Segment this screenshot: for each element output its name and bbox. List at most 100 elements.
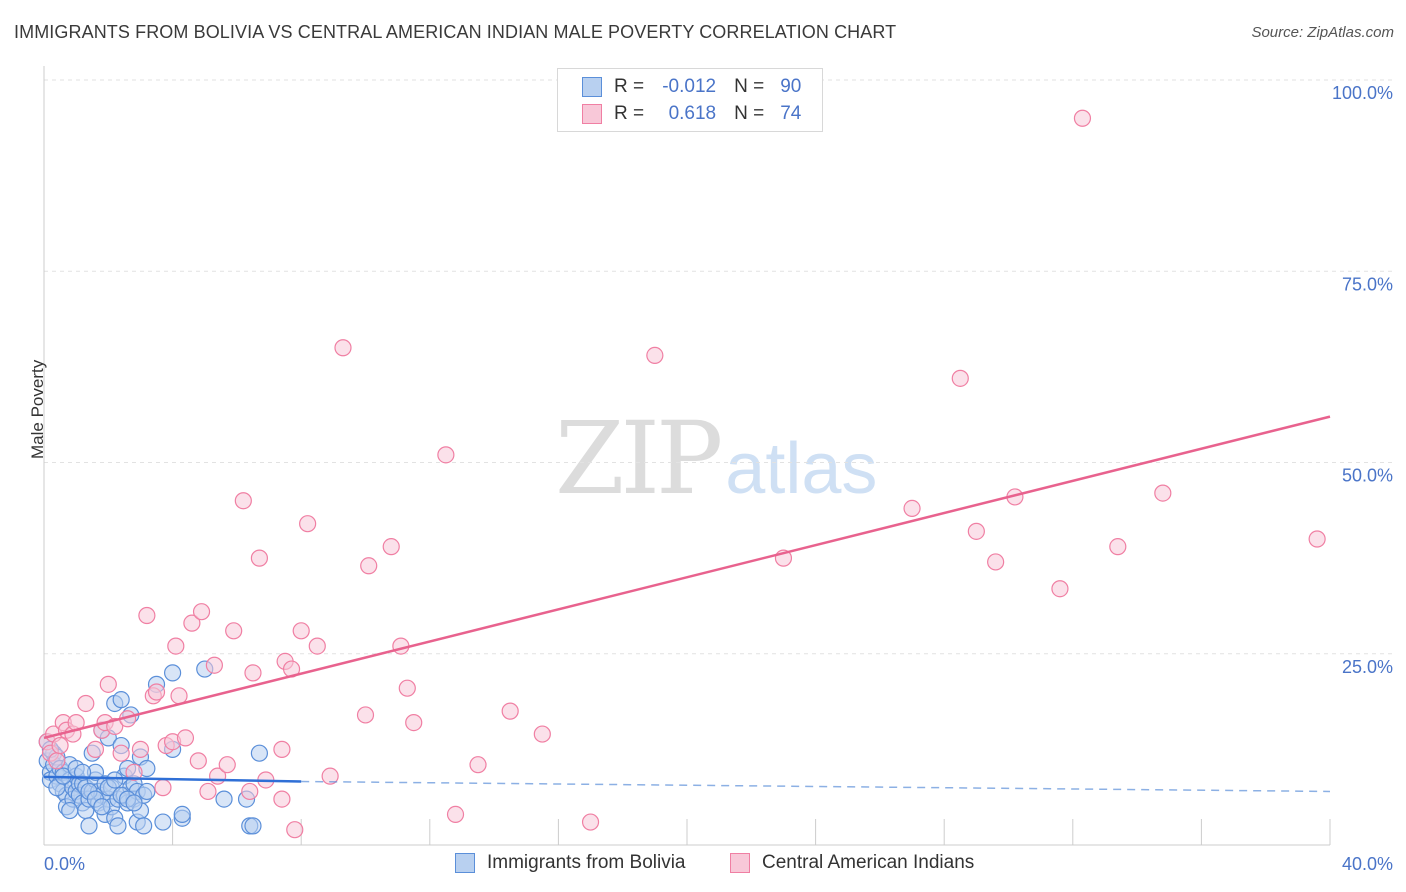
point-central-american-indians bbox=[205, 656, 223, 674]
n-value: 90 bbox=[780, 76, 802, 97]
point-central-american-indians bbox=[273, 790, 291, 808]
point-central-american-indians bbox=[1051, 580, 1069, 598]
point-bolivia bbox=[125, 794, 143, 812]
point-central-american-indians bbox=[125, 763, 143, 781]
point-central-american-indians bbox=[138, 606, 156, 625]
point-central-american-indians bbox=[446, 805, 465, 824]
y-tick-label: 25.0% bbox=[1342, 657, 1393, 677]
point-central-american-indians bbox=[86, 740, 105, 758]
legend-item-central-american-indians[interactable]: Central American Indians bbox=[730, 852, 974, 874]
y-axis-label: Male Poverty bbox=[28, 359, 47, 459]
point-central-american-indians bbox=[234, 492, 252, 510]
point-central-american-indians bbox=[131, 740, 150, 758]
point-central-american-indians bbox=[244, 664, 262, 682]
point-central-american-indians bbox=[437, 446, 455, 464]
stats-row-central-american-indians: R = 0.618 N = 74 bbox=[582, 101, 801, 127]
point-bolivia bbox=[80, 817, 98, 835]
point-central-american-indians bbox=[405, 713, 423, 732]
point-bolivia bbox=[112, 691, 130, 709]
point-central-american-indians bbox=[170, 687, 188, 705]
legend-swatch-central-american-indians bbox=[582, 104, 602, 124]
point-bolivia bbox=[244, 817, 262, 835]
legend-swatch-bolivia bbox=[455, 853, 475, 873]
r-value: -0.012 bbox=[662, 76, 717, 97]
trend-line-bolivia bbox=[43, 775, 302, 783]
point-central-american-indians bbox=[356, 706, 375, 724]
point-central-american-indians bbox=[987, 553, 1005, 571]
point-central-american-indians bbox=[1308, 530, 1326, 548]
point-bolivia bbox=[250, 744, 269, 762]
tick-labels: 25.0% 50.0% 75.0% 100.0% 0.0% 40.0% bbox=[44, 83, 1393, 874]
point-central-american-indians bbox=[360, 557, 378, 575]
series-legend: Immigrants from Bolivia Central American… bbox=[0, 852, 1406, 878]
point-central-american-indians bbox=[218, 756, 236, 774]
legend-swatch-bolivia bbox=[582, 77, 602, 97]
y-tick-label: 75.0% bbox=[1342, 274, 1393, 294]
point-central-american-indians bbox=[1073, 109, 1092, 127]
source-label: Source: ZipAtlas.com bbox=[1251, 24, 1394, 41]
point-central-american-indians bbox=[308, 637, 326, 655]
point-central-american-indians bbox=[646, 346, 664, 364]
watermark-zip: ZIP bbox=[555, 400, 723, 517]
stats-row-bolivia: R = -0.012 N = 90 bbox=[582, 74, 801, 100]
point-bolivia bbox=[164, 664, 182, 682]
point-central-american-indians bbox=[51, 736, 69, 755]
point-bolivia bbox=[106, 771, 124, 789]
point-central-american-indians bbox=[192, 603, 211, 621]
n-label: N = bbox=[734, 76, 765, 97]
point-bolivia bbox=[109, 817, 127, 835]
n-value: 74 bbox=[780, 103, 802, 124]
watermark-atlas: atlas bbox=[725, 429, 878, 509]
point-bolivia bbox=[173, 805, 191, 824]
point-central-american-indians bbox=[398, 679, 416, 697]
point-central-american-indians bbox=[533, 725, 551, 743]
point-central-american-indians bbox=[48, 752, 66, 770]
point-central-american-indians bbox=[967, 522, 985, 540]
trend-line-central-american-indians bbox=[43, 415, 1331, 740]
r-label: R = bbox=[614, 76, 645, 97]
grid-lines bbox=[43, 79, 1394, 845]
point-central-american-indians bbox=[176, 729, 195, 747]
trend-lines bbox=[43, 415, 1331, 793]
watermark: ZIPatlas bbox=[555, 400, 877, 517]
x-tick-label: 0.0% bbox=[44, 854, 85, 874]
point-central-american-indians bbox=[501, 702, 519, 720]
point-central-american-indians bbox=[321, 767, 339, 785]
point-central-american-indians bbox=[77, 694, 95, 713]
chart-title: IMMIGRANTS FROM BOLIVIA VS CENTRAL AMERI… bbox=[14, 22, 897, 42]
point-bolivia bbox=[215, 790, 233, 808]
point-central-american-indians bbox=[1109, 538, 1127, 556]
r-label: R = bbox=[614, 103, 645, 124]
point-central-american-indians bbox=[225, 622, 243, 640]
axes bbox=[43, 66, 1330, 846]
legend-item-bolivia[interactable]: Immigrants from Bolivia bbox=[455, 852, 686, 874]
point-central-american-indians bbox=[147, 683, 166, 701]
y-tick-label: 50.0% bbox=[1342, 466, 1393, 486]
point-central-american-indians bbox=[292, 622, 310, 640]
point-bolivia bbox=[61, 801, 79, 820]
point-central-american-indians bbox=[951, 369, 969, 387]
legend-label-bolivia: Immigrants from Bolivia bbox=[487, 852, 686, 873]
point-central-american-indians bbox=[199, 782, 217, 801]
point-central-american-indians bbox=[1154, 484, 1172, 502]
point-central-american-indians bbox=[112, 744, 130, 762]
r-value: 0.618 bbox=[668, 103, 717, 124]
point-central-american-indians bbox=[241, 782, 259, 801]
series-central-american-indians bbox=[38, 109, 1326, 839]
point-central-american-indians bbox=[154, 779, 172, 797]
point-central-american-indians bbox=[469, 756, 487, 774]
stats-legend: R = -0.012 N = 90 R = 0.618 N = 74 bbox=[557, 68, 823, 132]
legend-label-central-american-indians: Central American Indians bbox=[762, 852, 975, 873]
n-label: N = bbox=[734, 103, 765, 124]
point-central-american-indians bbox=[167, 637, 185, 655]
y-tick-label: 100.0% bbox=[1332, 83, 1393, 103]
point-central-american-indians bbox=[286, 821, 304, 839]
point-central-american-indians bbox=[382, 538, 400, 556]
point-central-american-indians bbox=[903, 499, 921, 517]
point-central-american-indians bbox=[273, 740, 291, 758]
x-tick-label: 40.0% bbox=[1342, 854, 1393, 874]
legend-swatch-central-american-indians bbox=[730, 853, 750, 873]
point-central-american-indians bbox=[299, 515, 317, 533]
point-central-american-indians bbox=[581, 813, 600, 831]
